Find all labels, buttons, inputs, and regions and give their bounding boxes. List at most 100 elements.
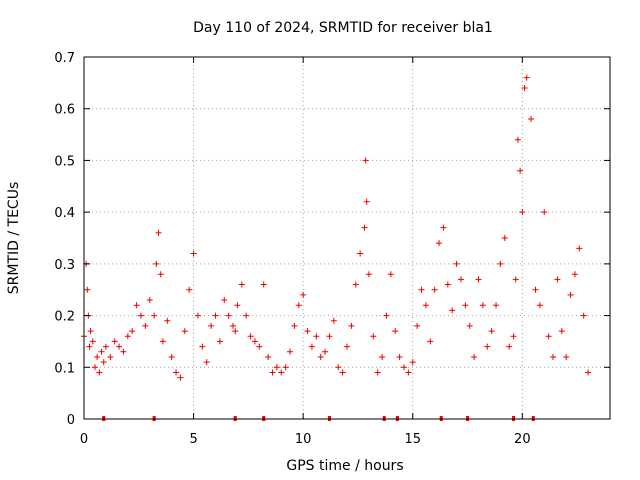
chart-title: Day 110 of 2024, SRMTID for receiver bla… — [193, 20, 493, 36]
y-tick-label: 0.4 — [54, 206, 75, 221]
data-point — [177, 374, 184, 381]
data-point — [89, 338, 96, 345]
data-point — [86, 343, 93, 350]
data-point — [352, 281, 359, 288]
data-point — [466, 322, 473, 329]
data-point — [444, 281, 451, 288]
data-point — [449, 307, 456, 314]
data-point — [370, 333, 377, 340]
data-point — [230, 322, 237, 329]
data-point — [383, 312, 390, 319]
data-point — [523, 74, 530, 81]
data-point — [330, 317, 337, 324]
data-point — [362, 157, 369, 164]
data-point — [304, 328, 311, 335]
data-point — [221, 297, 228, 304]
data-point — [374, 369, 381, 376]
data-point — [514, 136, 521, 143]
data-point — [471, 353, 478, 360]
data-point — [247, 333, 254, 340]
data-point — [142, 322, 149, 329]
data-point — [357, 250, 364, 257]
data-point — [387, 271, 394, 278]
data-point — [571, 271, 578, 278]
data-point — [129, 328, 136, 335]
data-point — [344, 343, 350, 350]
y-axis-ticks: 0 0.1 0.2 0.3 0.4 0.5 0.6 0.7 — [54, 51, 610, 428]
data-point — [313, 333, 320, 340]
data-point — [282, 364, 289, 371]
data-point — [532, 286, 539, 293]
data-point — [541, 209, 548, 216]
data-point — [558, 328, 565, 335]
data-point — [405, 369, 412, 376]
data-point — [392, 328, 399, 335]
data-point — [488, 328, 495, 335]
data-point — [194, 312, 201, 319]
data-point — [418, 286, 425, 293]
data-point — [363, 198, 370, 205]
data-point — [475, 276, 482, 283]
x-tick-label: 20 — [514, 432, 531, 447]
data-point — [260, 281, 267, 288]
data-point — [317, 353, 324, 360]
data-point — [291, 322, 298, 329]
data-point — [181, 328, 188, 335]
data-point — [554, 276, 561, 283]
data-point — [111, 338, 118, 345]
data-point — [365, 271, 372, 278]
data-point — [457, 276, 464, 283]
x-axis-label: GPS time / hours — [286, 458, 403, 474]
data-point — [91, 364, 98, 371]
data-point — [479, 302, 486, 309]
data-point — [497, 260, 504, 267]
data-point — [339, 369, 346, 376]
data-point — [335, 364, 342, 371]
data-point — [431, 286, 438, 293]
y-tick-label: 0.2 — [54, 310, 75, 325]
data-point — [238, 281, 245, 288]
data-point — [116, 343, 123, 350]
y-tick-label: 0.7 — [54, 51, 75, 66]
y-tick-label: 0.6 — [54, 103, 75, 118]
data-point — [361, 224, 368, 231]
data-point — [295, 302, 302, 309]
data-point — [256, 343, 263, 350]
data-point — [326, 333, 333, 340]
data-point — [146, 297, 153, 304]
data-point — [563, 353, 570, 360]
data-point — [212, 312, 219, 319]
data-point — [510, 333, 517, 340]
data-point — [517, 167, 524, 174]
y-axis-label: SRMTID / TECUs — [6, 182, 22, 295]
data-point — [308, 343, 315, 350]
data-point — [87, 328, 94, 335]
data-point — [462, 302, 469, 309]
data-point — [173, 369, 180, 376]
data-point — [506, 343, 513, 350]
data-point — [151, 312, 158, 319]
data-point — [269, 369, 276, 376]
x-tick-label: 15 — [404, 432, 421, 447]
x-tick-label: 5 — [189, 432, 197, 447]
data-point — [278, 369, 285, 376]
data-point — [96, 369, 103, 376]
data-point — [427, 338, 434, 345]
data-point — [273, 364, 280, 371]
data-point — [243, 312, 250, 319]
data-point — [94, 353, 101, 360]
data-point — [133, 302, 140, 309]
data-point — [580, 312, 587, 319]
data-point — [208, 322, 215, 329]
data-point — [265, 353, 272, 360]
data-point — [159, 338, 166, 345]
data-point — [484, 343, 491, 350]
data-point — [550, 353, 557, 360]
data-point — [396, 353, 403, 360]
data-point — [124, 333, 131, 340]
data-point — [440, 224, 447, 231]
data-point — [153, 260, 160, 267]
data-point — [232, 328, 239, 335]
x-tick-label: 10 — [295, 432, 312, 447]
